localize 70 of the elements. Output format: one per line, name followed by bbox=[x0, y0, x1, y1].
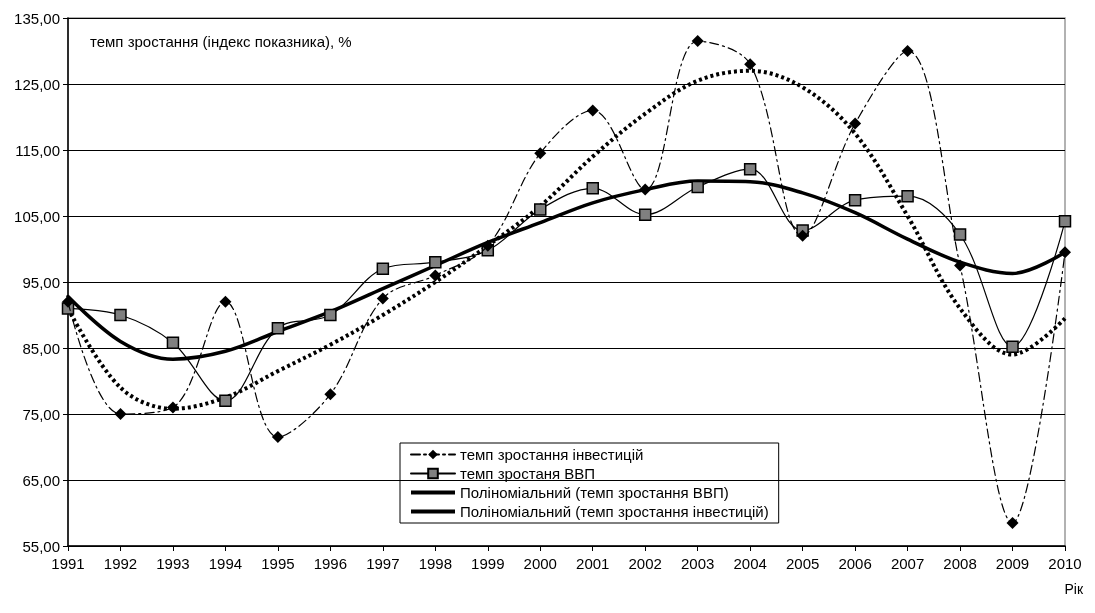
x-tick-label: 2006 bbox=[838, 555, 872, 572]
point bbox=[849, 117, 862, 130]
point bbox=[848, 193, 862, 207]
x-tick-label: 2009 bbox=[995, 555, 1030, 572]
point bbox=[166, 336, 180, 349]
y-tick-label: 65,00 bbox=[22, 471, 60, 489]
point bbox=[1058, 215, 1072, 228]
point bbox=[1006, 340, 1019, 353]
point bbox=[586, 182, 599, 195]
point bbox=[639, 183, 652, 196]
x-tick-label: 2002 bbox=[628, 555, 662, 572]
legend-label: Поліноміальний (темп зростання ВВП) bbox=[460, 484, 729, 501]
legend-label: темп зростаня ВВП bbox=[460, 465, 596, 482]
y-tick-label: 105,00 bbox=[14, 207, 60, 225]
point bbox=[744, 58, 757, 71]
x-tick-label: 1997 bbox=[366, 555, 400, 572]
point bbox=[691, 180, 704, 194]
y-tick-label: 75,00 bbox=[22, 405, 60, 423]
point bbox=[429, 269, 442, 282]
point bbox=[114, 408, 127, 420]
x-tick-label: 2000 bbox=[523, 555, 557, 572]
legend-label: темп зростання інвестицій bbox=[460, 446, 644, 463]
x-tick-label: 2010 bbox=[1048, 555, 1082, 572]
x-tick-label: 2008 bbox=[943, 555, 977, 572]
point bbox=[743, 162, 757, 176]
point bbox=[796, 229, 809, 242]
x-axis-title: Рік bbox=[1064, 581, 1084, 597]
point bbox=[219, 394, 232, 408]
point bbox=[324, 308, 337, 322]
x-tick-label: 2001 bbox=[576, 555, 610, 572]
x-tick-label: 1995 bbox=[261, 555, 295, 572]
point bbox=[166, 401, 179, 414]
point bbox=[638, 208, 652, 221]
x-tick-label: 2005 bbox=[785, 555, 820, 572]
point bbox=[1059, 246, 1071, 259]
point bbox=[901, 45, 914, 57]
point bbox=[1006, 516, 1019, 529]
point bbox=[534, 147, 547, 160]
point bbox=[376, 292, 389, 305]
y-tick-label: 125,00 bbox=[14, 75, 60, 93]
x-tick-label: 1994 bbox=[208, 555, 243, 572]
x-tick-label: 2004 bbox=[733, 555, 767, 572]
y-tick-label: 95,00 bbox=[22, 273, 60, 291]
x-tick-label: 1996 bbox=[313, 555, 348, 572]
point bbox=[114, 308, 127, 322]
point bbox=[586, 104, 599, 117]
x-tick-label: 1998 bbox=[418, 555, 452, 572]
point bbox=[324, 388, 337, 401]
x-tick-label: 1993 bbox=[156, 555, 190, 572]
point bbox=[953, 228, 967, 241]
x-tick-label: 1992 bbox=[103, 555, 138, 572]
point bbox=[376, 262, 390, 276]
x-tick-label: 2003 bbox=[681, 555, 715, 572]
point bbox=[954, 259, 967, 272]
point bbox=[219, 295, 232, 308]
y-axis-title: темп зростання (індекс показника), % bbox=[90, 33, 352, 50]
y-tick-label: 85,00 bbox=[22, 339, 60, 357]
point bbox=[691, 35, 704, 48]
y-tick-label: 55,00 bbox=[22, 537, 60, 555]
legend-label: Поліноміальний (темп зростання інвестицій) bbox=[460, 503, 769, 520]
point bbox=[534, 203, 547, 216]
x-tick-label: 1999 bbox=[471, 555, 505, 572]
x-tick-label: 2007 bbox=[890, 555, 925, 572]
point bbox=[429, 255, 442, 269]
point bbox=[271, 431, 284, 444]
point bbox=[271, 321, 285, 335]
point bbox=[901, 189, 914, 203]
x-tick-label: 1991 bbox=[51, 555, 85, 572]
y-tick-label: 115,00 bbox=[15, 141, 60, 159]
y-tick-label: 135,00 bbox=[14, 9, 60, 27]
